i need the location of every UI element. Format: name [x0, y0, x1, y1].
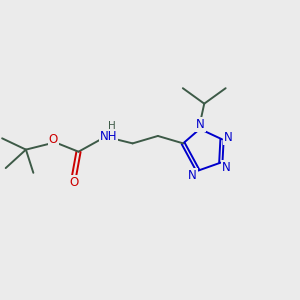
Text: N: N	[188, 169, 197, 182]
Text: NH: NH	[100, 130, 117, 143]
Text: H: H	[108, 122, 116, 131]
Text: O: O	[49, 133, 58, 146]
Text: N: N	[222, 160, 230, 173]
Text: N: N	[196, 118, 205, 131]
Text: O: O	[69, 176, 79, 189]
Text: N: N	[224, 131, 233, 144]
